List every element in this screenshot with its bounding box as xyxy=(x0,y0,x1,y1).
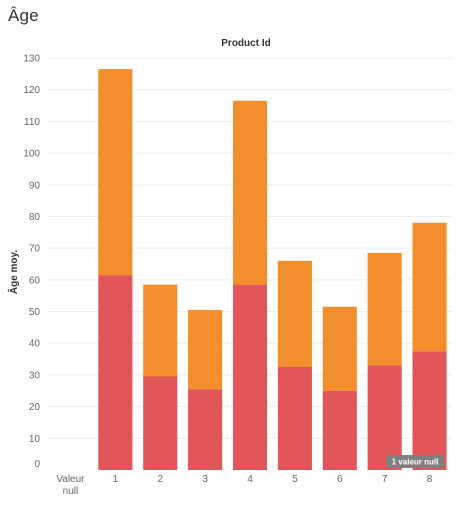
bar-segment[interactable] xyxy=(98,69,133,276)
null-value-badge[interactable]: 1 valeur null xyxy=(386,455,444,468)
bar-segment[interactable] xyxy=(277,260,312,367)
page-title: Âge xyxy=(8,6,39,25)
x-tick-label: 2 xyxy=(157,474,163,485)
bar-segment[interactable] xyxy=(143,376,178,470)
y-tick-label: 70 xyxy=(29,244,41,255)
bar-segment[interactable] xyxy=(412,222,447,352)
null-value-badge-label: 1 valeur null xyxy=(392,458,439,467)
x-tick-label: 1 xyxy=(113,474,119,485)
y-tick-label: 80 xyxy=(29,212,41,223)
y-tick-label: 40 xyxy=(29,339,41,350)
y-tick-label: 90 xyxy=(29,180,41,191)
bar-segment[interactable] xyxy=(412,351,447,470)
x-tick-label: 6 xyxy=(337,474,343,485)
y-tick-label: 0 xyxy=(34,459,40,470)
bar-segment[interactable] xyxy=(188,389,223,470)
y-tick-label: 130 xyxy=(23,54,40,65)
x-tick-label: 7 xyxy=(382,474,388,485)
x-tick-label: 3 xyxy=(202,474,208,485)
bar-segment[interactable] xyxy=(232,100,268,285)
bar-segment[interactable] xyxy=(143,284,178,377)
y-tick-label: 120 xyxy=(23,85,40,96)
bar-segment[interactable] xyxy=(367,365,402,470)
x-tick-label: null xyxy=(63,486,79,497)
y-tick-label: 20 xyxy=(29,402,41,413)
bars[interactable] xyxy=(98,69,447,470)
y-tick-label: 110 xyxy=(24,117,40,128)
null-value-badge-bg xyxy=(386,455,444,468)
bar-segment[interactable] xyxy=(322,306,357,391)
y-tick-label: 10 xyxy=(29,434,41,445)
y-axis-title: Âge moy. xyxy=(7,250,20,294)
bar-segment[interactable] xyxy=(322,390,357,470)
y-tick-label: 50 xyxy=(29,307,41,318)
x-tick-label: Valeur xyxy=(56,474,85,485)
y-tick-label: 30 xyxy=(29,370,41,381)
x-tick-label: 5 xyxy=(292,474,298,485)
chart-title: Product Id xyxy=(221,38,270,49)
y-tick-label: 100 xyxy=(23,149,40,160)
y-axis-ticks: 0 10 20 30 40 50 60 70 80 90 100 110 120 130 xyxy=(23,54,40,471)
x-tick-label: 8 xyxy=(427,474,433,485)
bar-segment[interactable] xyxy=(232,284,268,470)
y-tick-label: 60 xyxy=(29,275,41,286)
bar-segment[interactable] xyxy=(188,309,223,390)
bar-segment[interactable] xyxy=(277,367,312,470)
bar-segment[interactable] xyxy=(98,275,133,470)
x-tick-label: 4 xyxy=(247,474,253,485)
bar-segment[interactable] xyxy=(367,252,402,366)
